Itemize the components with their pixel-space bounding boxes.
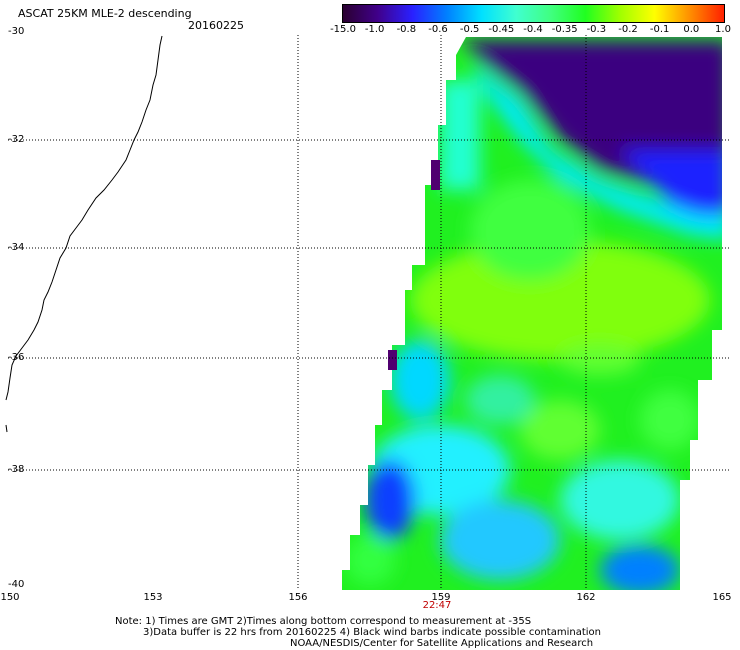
coastline-south xyxy=(5,424,8,433)
pass-time: 22:47 xyxy=(422,600,452,611)
colorbar-label: -0.3 xyxy=(586,24,607,35)
contaminated-cells-2 xyxy=(388,350,397,370)
colorbar-label: -15.0 xyxy=(330,24,356,35)
lon-label-153: 153 xyxy=(143,592,163,603)
note-line-1: Note: 1) Times are GMT 2)Times along bot… xyxy=(115,616,532,627)
product-date: 20160225 xyxy=(188,19,244,32)
colorbar-label: -0.2 xyxy=(618,24,638,35)
colorbar-label: -0.6 xyxy=(428,24,448,35)
lon-label-150: 150 xyxy=(0,592,20,603)
lat-label-34: -34 xyxy=(8,242,25,253)
product-title: ASCAT 25KM MLE-2 descending xyxy=(18,7,192,20)
lon-label-165: 165 xyxy=(712,592,732,603)
note-line-2: 3)Data buffer is 22 hrs from 20160225 4)… xyxy=(143,627,601,638)
lon-label-162: 162 xyxy=(576,592,596,603)
colorbar-label: -0.1 xyxy=(649,24,670,35)
colorbar xyxy=(342,4,725,23)
colorbar-label: -1.0 xyxy=(364,24,385,35)
colorbar-label: 1.0 xyxy=(715,24,731,35)
lat-label-32: -32 xyxy=(8,134,25,145)
colorbar-label: 0.0 xyxy=(683,24,700,35)
colorbar-label: -0.8 xyxy=(396,24,417,35)
coastline xyxy=(5,35,163,401)
graticule xyxy=(8,35,730,588)
colorbar-label: -0.5 xyxy=(459,24,480,35)
colorbar-label: -0.35 xyxy=(551,24,578,35)
lat-label-38: -38 xyxy=(8,464,25,475)
contaminated-cells xyxy=(431,160,440,190)
colorbar-label: -0.45 xyxy=(488,24,515,35)
lat-label-40: -40 xyxy=(8,579,25,590)
lon-label-159: 159 xyxy=(431,592,451,603)
wind-data-swath xyxy=(342,37,722,590)
lat-label-30: -30 xyxy=(8,26,25,37)
lon-label-156: 156 xyxy=(288,592,308,603)
note-line-3: NOAA/NESDIS/Center for Satellite Applica… xyxy=(290,638,594,649)
colorbar-label: -0.4 xyxy=(523,24,543,35)
lat-label-36: -36 xyxy=(8,352,25,363)
